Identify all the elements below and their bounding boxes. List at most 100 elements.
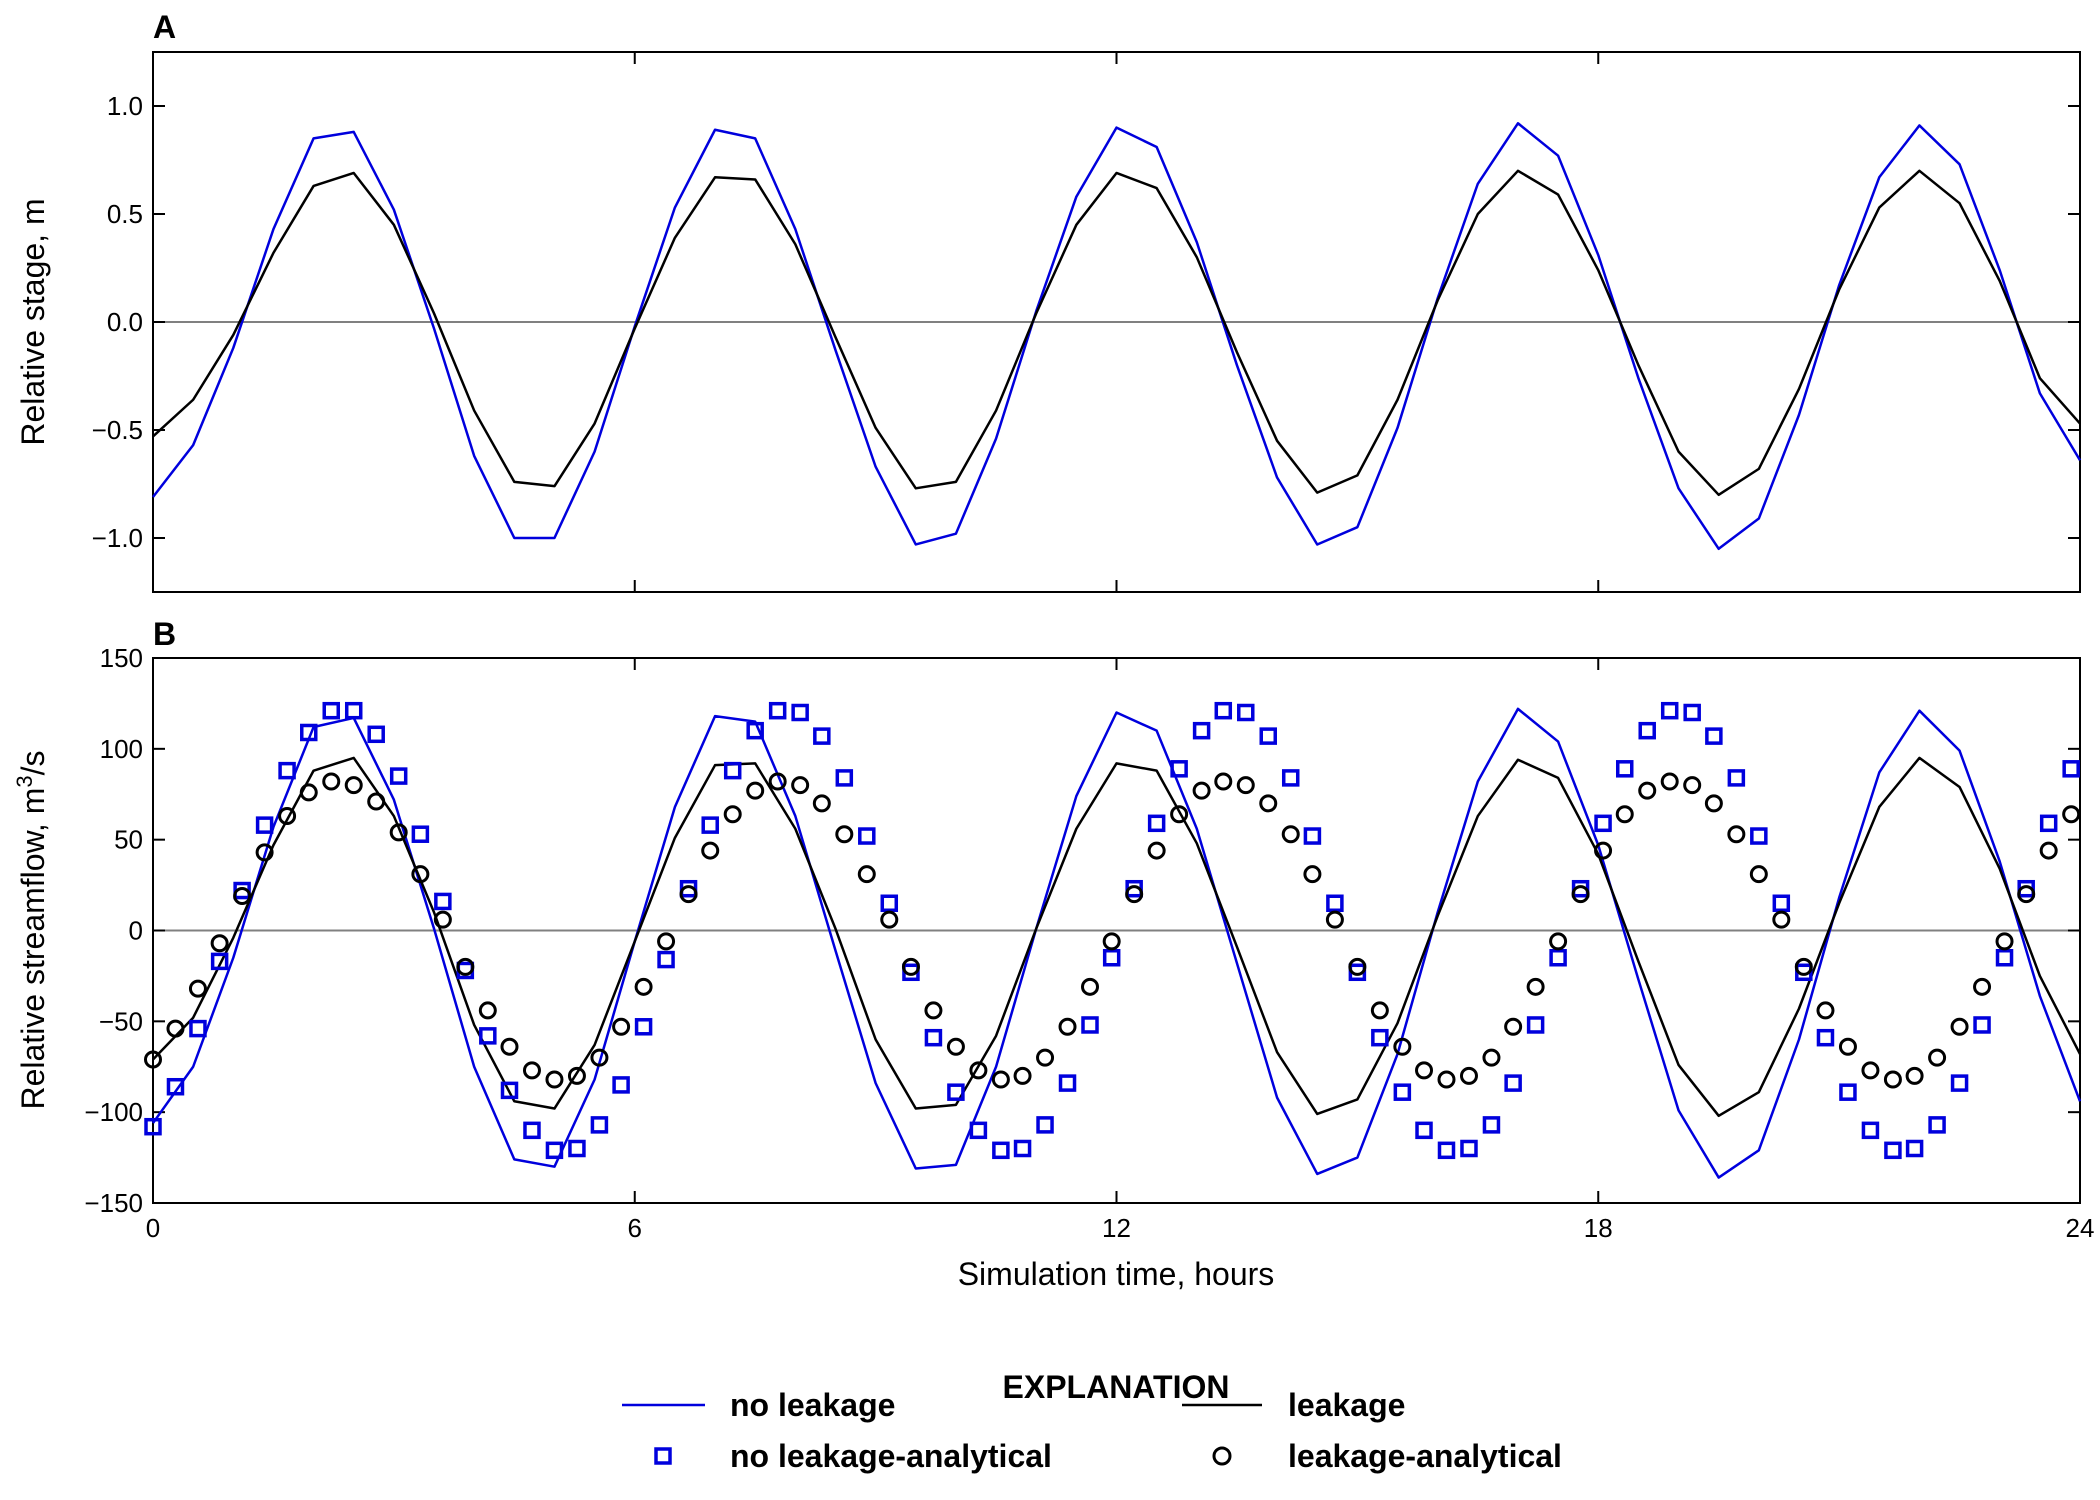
panel-b-y-tick-label: −100 [84, 1097, 143, 1127]
series-no-leakage-analytical-point [411, 825, 430, 843]
series-leakage-line [152, 169, 2081, 497]
series-leakage-analytical-point [590, 1048, 609, 1067]
series-leakage-analytical-point [1816, 1001, 1835, 1020]
series-no-leakage-analytical-point [701, 816, 719, 834]
series-no-leakage-analytical-point [1660, 701, 1679, 720]
series-leakage-analytical-point [299, 783, 318, 802]
series-leakage-analytical-point [1683, 776, 1702, 795]
series-leakage-analytical-point [1905, 1066, 1924, 1085]
series-no-leakage-analytical-point [880, 894, 899, 912]
series-leakage-analytical-point [1594, 841, 1613, 860]
series-no-leakage-analytical-point [1995, 949, 2014, 967]
series-leakage-analytical-point [1102, 932, 1121, 951]
legend-label-leakage: leakage [1288, 1387, 1405, 1423]
series-leakage-analytical-point [1571, 885, 1590, 904]
series-no-leakage-analytical-point [947, 1083, 965, 1101]
series-no-leakage-analytical-point [1058, 1074, 1077, 1092]
series-no-leakage-analytical-point [969, 1121, 988, 1140]
series-leakage-analytical-point [567, 1066, 586, 1085]
series-no-leakage-analytical-point [1102, 949, 1121, 967]
series-leakage-analytical-point [144, 1050, 162, 1069]
series-leakage-analytical-point [901, 957, 920, 976]
series-leakage-analytical-point [1928, 1048, 1947, 1067]
series-no-leakage-line [151, 707, 2082, 1179]
series-leakage-analytical-point [701, 841, 720, 860]
series-no-leakage-analytical-point [1526, 1016, 1545, 1034]
series-no-leakage-analytical-point [278, 761, 296, 780]
series-no-leakage-analytical-point [858, 827, 876, 845]
series-leakage-analytical-point [1081, 977, 1100, 996]
panel-b-x-tick-label: 24 [2066, 1213, 2095, 1243]
series-leakage-analytical-point [411, 865, 430, 884]
panel-b-y-tick-label: −50 [99, 1006, 143, 1036]
series-no-leakage-analytical-point [1237, 703, 1255, 722]
panel-b-x-tick-label: 18 [1584, 1213, 1613, 1243]
series-leakage-analytical-point [1794, 957, 1813, 976]
legend-label-leakage-analytical: leakage-analytical [1288, 1438, 1562, 1474]
series-no-leakage-analytical-point [1816, 1028, 1835, 1047]
panel-b-y-tick-label: 0 [129, 916, 143, 946]
series-leakage-analytical-point [679, 885, 698, 904]
series-leakage-analytical-point [2062, 805, 2081, 824]
series-leakage-analytical-point [1236, 776, 1255, 795]
series-leakage-analytical-point [1125, 885, 1144, 904]
series-leakage-analytical-point [2017, 885, 2036, 904]
series-no-leakage-analytical-point [1170, 760, 1188, 778]
panel-b-y-tick-label: 100 [100, 734, 143, 764]
panel-a-y-tick-label: −0.5 [92, 415, 143, 445]
series-no-leakage-analytical-point [1928, 1116, 1946, 1134]
series-leakage-analytical-point [389, 823, 408, 842]
series-leakage-analytical-point [1058, 1017, 1077, 1036]
series-no-leakage-analytical-point [1482, 1116, 1501, 1134]
series-no-leakage-analytical-point [166, 1077, 185, 1096]
panel-a-series [152, 122, 2082, 551]
panel-a-label: A [153, 9, 176, 45]
series-no-leakage-analytical-point [612, 1076, 630, 1094]
panel-b-y-label-suffix: /s [15, 750, 51, 775]
series-leakage-analytical-point [166, 1019, 185, 1038]
series-leakage-analytical-point [612, 1017, 631, 1036]
legend-label-no-leakage-analytical: no leakage-analytical [730, 1438, 1052, 1474]
series-no-leakage-analytical-point [1727, 769, 1746, 787]
panel-a-ticks [152, 52, 2081, 592]
panel-a-y-axis-label: Relative stage, m [15, 198, 51, 445]
series-no-leakage-analytical-point [2039, 814, 2058, 833]
series-no-leakage-analytical-point [791, 703, 809, 722]
series-no-leakage-analytical-point [1839, 1083, 1857, 1101]
panel-b-x-tick-label: 12 [1102, 1213, 1131, 1243]
series-no-leakage-analytical-point [389, 767, 408, 785]
panel-b-y-tick-label: 50 [114, 825, 143, 855]
series-leakage-analytical-point [1281, 825, 1300, 844]
series-leakage-analytical-point [1348, 957, 1367, 976]
series-leakage-analytical-point [1704, 794, 1723, 813]
series-no-leakage-analytical-point [1638, 721, 1656, 740]
series-leakage-analytical-point [188, 979, 207, 998]
series-leakage-analytical-point [2039, 841, 2058, 860]
series-no-leakage-analytical-point [992, 1141, 1010, 1160]
legend-item-leakage: leakage [1182, 1387, 1405, 1423]
series-leakage-analytical-point [634, 977, 653, 996]
series-no-leakage-analytical-point [1259, 727, 1278, 745]
series-leakage-analytical-point [1370, 1001, 1389, 1020]
series-leakage-analytical-point [478, 1001, 497, 1020]
series-no-leakage-analytical-point [322, 701, 340, 720]
series-leakage-analytical-point [322, 772, 341, 791]
series-no-leakage-analytical-point [1504, 1074, 1522, 1092]
panel-b-y-label-superscript: 3 [12, 775, 37, 787]
series-leakage-analytical-point [924, 1001, 943, 1020]
series-leakage-analytical-point [768, 772, 787, 791]
series-no-leakage-analytical-point [568, 1139, 586, 1158]
series-no-leakage-analytical-point [1705, 727, 1723, 745]
series-leakage-analytical-point [946, 1037, 965, 1056]
series-no-leakage-line [152, 122, 2082, 551]
legend-item-no-leakage: no leakage [622, 1387, 895, 1423]
series-leakage-analytical-point [1482, 1048, 1501, 1067]
series-no-leakage-analytical-point [1437, 1141, 1456, 1160]
series-no-leakage-analytical-point [500, 1081, 519, 1100]
series-no-leakage-analytical-point [300, 723, 318, 742]
series-leakage-analytical-point [210, 934, 229, 953]
panel-a-y-tick-label: 1.0 [107, 91, 143, 121]
panel-b-y-label-main: Relative streamflow, m [15, 788, 51, 1110]
series-leakage-analytical-point [1214, 772, 1233, 791]
